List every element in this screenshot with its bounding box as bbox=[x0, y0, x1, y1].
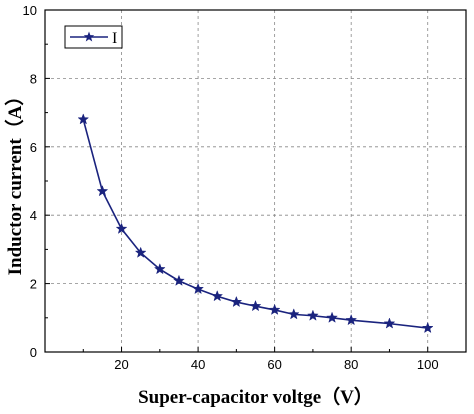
x-tick-label: 100 bbox=[417, 357, 439, 372]
data-point-star bbox=[326, 311, 338, 323]
x-axis-title: Super-capacitor voltge（V） bbox=[138, 385, 373, 408]
data-point-star bbox=[306, 309, 319, 321]
data-point-star bbox=[249, 299, 262, 312]
legend: I bbox=[64, 25, 123, 49]
grid-lines bbox=[45, 10, 466, 352]
y-tick-label: 10 bbox=[23, 3, 37, 18]
series-layer bbox=[77, 113, 434, 334]
y-tick-label: 4 bbox=[30, 208, 37, 223]
data-point-star bbox=[421, 321, 434, 334]
legend-label: I bbox=[112, 30, 117, 47]
data-point-star bbox=[192, 282, 205, 295]
x-tick-label: 60 bbox=[267, 357, 281, 372]
data-point-star bbox=[173, 274, 185, 286]
x-tick-label: 20 bbox=[114, 357, 128, 372]
y-tick-label: 6 bbox=[30, 140, 37, 155]
data-point-star bbox=[383, 317, 396, 329]
axis-ticks: 20 40 60 80 100 0 2 4 6 8 10 bbox=[23, 3, 467, 372]
data-point-star bbox=[77, 113, 90, 125]
data-point-star bbox=[345, 313, 358, 326]
y-tick-label: 8 bbox=[30, 71, 37, 86]
x-tick-label: 80 bbox=[344, 357, 358, 372]
data-point-star bbox=[115, 222, 128, 234]
data-point-star bbox=[153, 263, 166, 275]
y-tick-label: 0 bbox=[30, 345, 37, 360]
data-point-star bbox=[287, 308, 300, 320]
data-point-star bbox=[211, 290, 224, 302]
x-tick-label: 40 bbox=[191, 357, 205, 372]
data-point-star bbox=[268, 303, 281, 315]
y-axis-title: Inductor current（A） bbox=[3, 87, 26, 276]
y-tick-label: 2 bbox=[30, 277, 37, 292]
data-point-star bbox=[230, 295, 243, 308]
legend-star-marker bbox=[83, 31, 95, 42]
data-point-star bbox=[96, 185, 109, 197]
data-point-star bbox=[134, 246, 147, 258]
